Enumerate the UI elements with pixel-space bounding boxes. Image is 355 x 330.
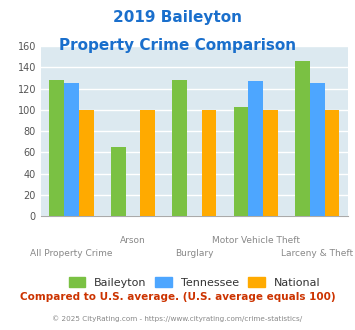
Bar xyxy=(324,110,339,216)
Bar xyxy=(64,83,79,216)
Text: © 2025 CityRating.com - https://www.cityrating.com/crime-statistics/: © 2025 CityRating.com - https://www.city… xyxy=(53,315,302,322)
Text: Arson: Arson xyxy=(120,236,146,245)
Text: Larceny & Theft: Larceny & Theft xyxy=(281,249,353,258)
Bar xyxy=(140,110,155,216)
Bar xyxy=(295,61,310,216)
Text: All Property Crime: All Property Crime xyxy=(30,249,113,258)
Text: Compared to U.S. average. (U.S. average equals 100): Compared to U.S. average. (U.S. average … xyxy=(20,292,335,302)
Bar xyxy=(79,110,94,216)
Text: Burglary: Burglary xyxy=(175,249,214,258)
Bar xyxy=(248,81,263,216)
Text: Property Crime Comparison: Property Crime Comparison xyxy=(59,38,296,53)
Bar xyxy=(310,83,324,216)
Bar xyxy=(172,80,187,216)
Bar xyxy=(111,147,126,216)
Bar xyxy=(234,107,248,216)
Text: Motor Vehicle Theft: Motor Vehicle Theft xyxy=(212,236,300,245)
Bar xyxy=(49,80,64,216)
Text: 2019 Baileyton: 2019 Baileyton xyxy=(113,10,242,25)
Bar xyxy=(202,110,217,216)
Bar xyxy=(263,110,278,216)
Legend: Baileyton, Tennessee, National: Baileyton, Tennessee, National xyxy=(64,273,325,292)
